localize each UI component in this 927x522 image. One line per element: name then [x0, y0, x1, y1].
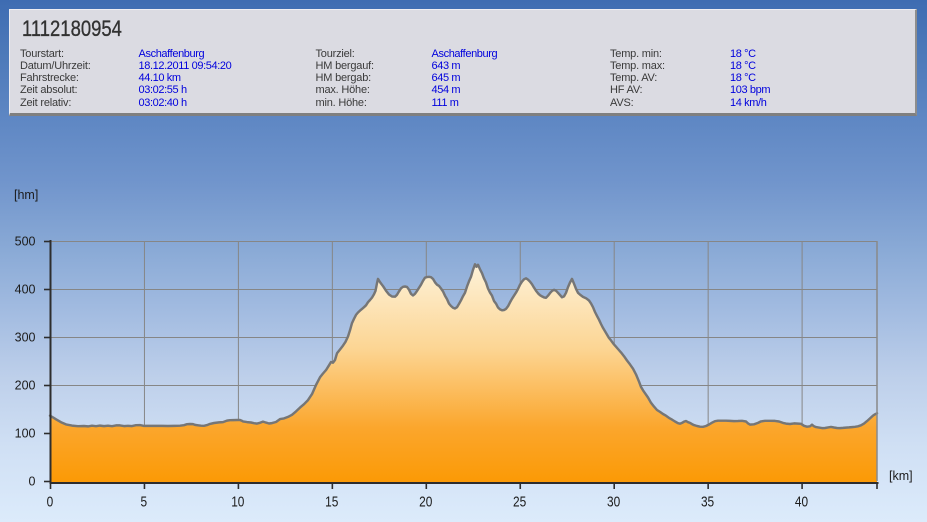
- svg-text:30: 30: [607, 493, 620, 510]
- svg-text:0: 0: [29, 474, 36, 488]
- svg-text:20: 20: [419, 493, 432, 510]
- svg-text:0: 0: [47, 493, 54, 510]
- svg-text:25: 25: [513, 493, 526, 510]
- svg-text:40: 40: [795, 493, 808, 510]
- svg-text:[km]: [km]: [889, 469, 913, 483]
- svg-text:100: 100: [15, 426, 36, 440]
- svg-text:[hm]: [hm]: [14, 188, 38, 202]
- svg-text:400: 400: [15, 282, 36, 296]
- svg-text:500: 500: [15, 234, 36, 248]
- svg-text:300: 300: [15, 330, 36, 344]
- svg-text:35: 35: [701, 493, 714, 510]
- svg-text:10: 10: [231, 493, 244, 510]
- svg-text:200: 200: [15, 378, 36, 392]
- svg-text:5: 5: [141, 493, 148, 510]
- svg-text:15: 15: [325, 493, 338, 510]
